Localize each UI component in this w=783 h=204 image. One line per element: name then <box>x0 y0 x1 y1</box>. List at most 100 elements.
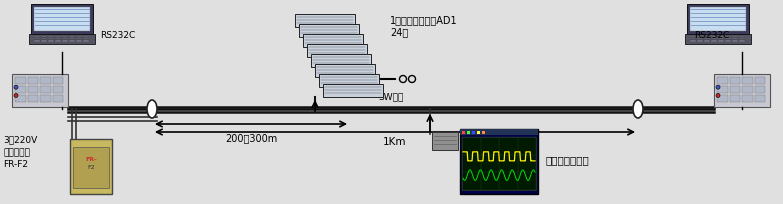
FancyBboxPatch shape <box>755 78 765 85</box>
Ellipse shape <box>633 101 643 118</box>
FancyBboxPatch shape <box>34 39 40 40</box>
Bar <box>467 131 470 134</box>
FancyBboxPatch shape <box>55 37 60 38</box>
FancyBboxPatch shape <box>62 41 67 42</box>
FancyBboxPatch shape <box>718 37 723 38</box>
FancyBboxPatch shape <box>27 78 38 85</box>
FancyBboxPatch shape <box>311 55 371 68</box>
FancyBboxPatch shape <box>704 37 709 38</box>
FancyBboxPatch shape <box>704 39 709 40</box>
FancyBboxPatch shape <box>83 37 88 38</box>
FancyBboxPatch shape <box>52 95 63 103</box>
FancyBboxPatch shape <box>718 39 723 40</box>
FancyBboxPatch shape <box>40 95 51 103</box>
Ellipse shape <box>14 86 18 90</box>
Bar <box>462 131 465 134</box>
FancyBboxPatch shape <box>15 86 26 94</box>
FancyBboxPatch shape <box>27 86 38 94</box>
FancyBboxPatch shape <box>690 8 746 32</box>
FancyBboxPatch shape <box>697 37 702 38</box>
FancyBboxPatch shape <box>732 41 738 42</box>
Bar <box>472 131 475 134</box>
FancyBboxPatch shape <box>704 41 709 42</box>
Ellipse shape <box>14 94 18 98</box>
FancyBboxPatch shape <box>76 37 81 38</box>
FancyBboxPatch shape <box>76 41 81 42</box>
FancyBboxPatch shape <box>714 75 770 108</box>
FancyBboxPatch shape <box>52 86 63 94</box>
FancyBboxPatch shape <box>687 5 749 35</box>
FancyBboxPatch shape <box>69 41 74 42</box>
FancyBboxPatch shape <box>742 86 752 94</box>
FancyBboxPatch shape <box>83 41 88 42</box>
Text: RS232C: RS232C <box>100 30 135 39</box>
FancyBboxPatch shape <box>432 132 458 150</box>
FancyBboxPatch shape <box>31 5 93 35</box>
FancyBboxPatch shape <box>685 35 751 45</box>
FancyBboxPatch shape <box>462 137 536 190</box>
FancyBboxPatch shape <box>307 45 367 58</box>
FancyBboxPatch shape <box>62 39 67 40</box>
FancyBboxPatch shape <box>323 85 383 98</box>
FancyBboxPatch shape <box>730 86 740 94</box>
FancyBboxPatch shape <box>69 37 74 38</box>
FancyBboxPatch shape <box>62 37 67 38</box>
Text: デジタルオシロ: デジタルオシロ <box>545 154 589 164</box>
FancyBboxPatch shape <box>717 78 727 85</box>
Text: 200～300m: 200～300m <box>225 132 277 142</box>
FancyBboxPatch shape <box>460 129 538 135</box>
Ellipse shape <box>147 101 157 118</box>
FancyBboxPatch shape <box>55 39 60 40</box>
FancyBboxPatch shape <box>41 37 47 38</box>
FancyBboxPatch shape <box>718 41 723 42</box>
FancyBboxPatch shape <box>319 75 379 88</box>
Text: F2: F2 <box>87 165 95 170</box>
FancyBboxPatch shape <box>48 37 53 38</box>
FancyBboxPatch shape <box>34 41 40 42</box>
FancyBboxPatch shape <box>48 41 53 42</box>
Ellipse shape <box>716 86 720 90</box>
FancyBboxPatch shape <box>76 39 81 40</box>
FancyBboxPatch shape <box>742 78 752 85</box>
FancyBboxPatch shape <box>755 95 765 103</box>
Text: 3相220V: 3相220V <box>3 134 38 143</box>
FancyBboxPatch shape <box>732 37 738 38</box>
FancyBboxPatch shape <box>41 39 47 40</box>
FancyBboxPatch shape <box>755 86 765 94</box>
FancyBboxPatch shape <box>299 25 359 38</box>
Ellipse shape <box>716 94 720 98</box>
FancyBboxPatch shape <box>697 39 702 40</box>
FancyBboxPatch shape <box>12 75 68 108</box>
FancyBboxPatch shape <box>303 35 363 48</box>
Text: FR-: FR- <box>85 157 97 162</box>
FancyBboxPatch shape <box>15 95 26 103</box>
FancyBboxPatch shape <box>40 78 51 85</box>
FancyBboxPatch shape <box>29 35 95 45</box>
FancyBboxPatch shape <box>34 37 40 38</box>
FancyBboxPatch shape <box>52 78 63 85</box>
FancyBboxPatch shape <box>315 65 375 78</box>
FancyBboxPatch shape <box>717 86 727 94</box>
FancyBboxPatch shape <box>725 41 731 42</box>
FancyBboxPatch shape <box>717 95 727 103</box>
FancyBboxPatch shape <box>732 39 738 40</box>
FancyBboxPatch shape <box>690 39 695 40</box>
FancyBboxPatch shape <box>690 37 695 38</box>
FancyBboxPatch shape <box>70 139 112 194</box>
FancyBboxPatch shape <box>739 39 745 40</box>
FancyBboxPatch shape <box>69 39 74 40</box>
FancyBboxPatch shape <box>295 15 355 28</box>
FancyBboxPatch shape <box>460 129 538 194</box>
FancyBboxPatch shape <box>15 78 26 85</box>
Bar <box>482 131 485 134</box>
FancyBboxPatch shape <box>40 86 51 94</box>
FancyBboxPatch shape <box>697 41 702 42</box>
FancyBboxPatch shape <box>41 41 47 42</box>
FancyBboxPatch shape <box>730 78 740 85</box>
FancyBboxPatch shape <box>711 41 716 42</box>
Text: インバータ: インバータ <box>3 147 30 156</box>
FancyBboxPatch shape <box>739 41 745 42</box>
FancyBboxPatch shape <box>739 37 745 38</box>
FancyBboxPatch shape <box>725 39 731 40</box>
FancyBboxPatch shape <box>27 95 38 103</box>
